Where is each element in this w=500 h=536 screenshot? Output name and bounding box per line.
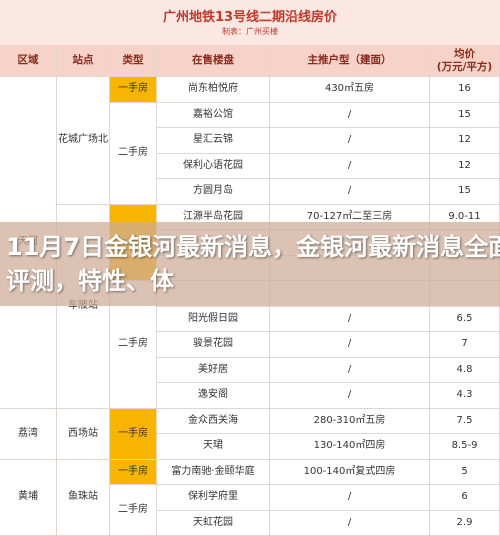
overlay-banner: 11月7日金银河最新消息，金银河最新消息全面评测，特性、体 [0, 222, 500, 306]
headline: 11月7日金银河最新消息，金银河最新消息全面评测，特性、体 [6, 233, 500, 295]
type: 二手房 [110, 102, 157, 205]
station: 花城广场北 [57, 77, 110, 205]
layout: 100-140㎡复式四房 [270, 459, 430, 485]
price: 5 [430, 459, 500, 485]
price: 12 [430, 128, 500, 154]
layout: / [270, 485, 430, 511]
station: 西场站 [57, 408, 110, 460]
type: 一手房 [110, 459, 157, 485]
type: 二手房 [110, 485, 157, 536]
station: 鱼珠站 [57, 459, 110, 536]
title: 广州地铁13号线二期沿线房价 [162, 10, 338, 25]
price: 7.5 [430, 408, 500, 434]
district: 黄埔 [0, 459, 57, 536]
price: 16 [430, 77, 500, 103]
column-header: 均价 (万元/平方) [430, 45, 500, 77]
estate: 美好居 [157, 357, 270, 383]
price: 6 [430, 485, 500, 511]
price: 12 [430, 153, 500, 179]
price: 4.3 [430, 383, 500, 409]
price: 15 [430, 179, 500, 205]
price: 8.5-9 [430, 434, 500, 460]
estate: 星汇云锦 [157, 128, 270, 154]
district: 荔湾 [0, 408, 57, 460]
estate: 天珺 [157, 434, 270, 460]
type: 一手房 [110, 77, 157, 103]
layout: 280-310㎡五房 [270, 408, 430, 434]
layout: / [270, 306, 430, 332]
header: 广州地铁13号线二期沿线房价 制表：广州买楼 [0, 0, 500, 45]
estate: 保利学府里 [157, 485, 270, 511]
price: 6.5 [430, 306, 500, 332]
price: 15 [430, 102, 500, 128]
layout: / [270, 128, 430, 154]
column-header: 主推户型（建面） [270, 45, 430, 77]
column-header: 区域 [0, 45, 57, 77]
estate: 尚东柏悦府 [157, 77, 270, 103]
type: 二手房 [110, 281, 157, 409]
layout: / [270, 510, 430, 536]
price: 7 [430, 332, 500, 358]
column-header: 站点 [57, 45, 110, 77]
layout: / [270, 179, 430, 205]
column-header: 类型 [110, 45, 157, 77]
estate: 嘉裕公馆 [157, 102, 270, 128]
estate: 保利心语花园 [157, 153, 270, 179]
layout: / [270, 102, 430, 128]
estate: 逸安阁 [157, 383, 270, 409]
layout: / [270, 357, 430, 383]
price: 4.8 [430, 357, 500, 383]
layout: 430㎡五房 [270, 77, 430, 103]
layout: / [270, 332, 430, 358]
layout: 130-140㎡四房 [270, 434, 430, 460]
type: 一手房 [110, 408, 157, 460]
estate: 阳光假日园 [157, 306, 270, 332]
column-header: 在售楼盘 [157, 45, 270, 77]
price: 2.9 [430, 510, 500, 536]
layout: / [270, 383, 430, 409]
estate: 天虹花园 [157, 510, 270, 536]
subtitle: 制表：广州买楼 [222, 27, 278, 36]
estate: 富力南驰·金颐华庭 [157, 459, 270, 485]
layout: / [270, 153, 430, 179]
estate: 金众西关海 [157, 408, 270, 434]
estate: 骏景花园 [157, 332, 270, 358]
estate: 方圆月岛 [157, 179, 270, 205]
